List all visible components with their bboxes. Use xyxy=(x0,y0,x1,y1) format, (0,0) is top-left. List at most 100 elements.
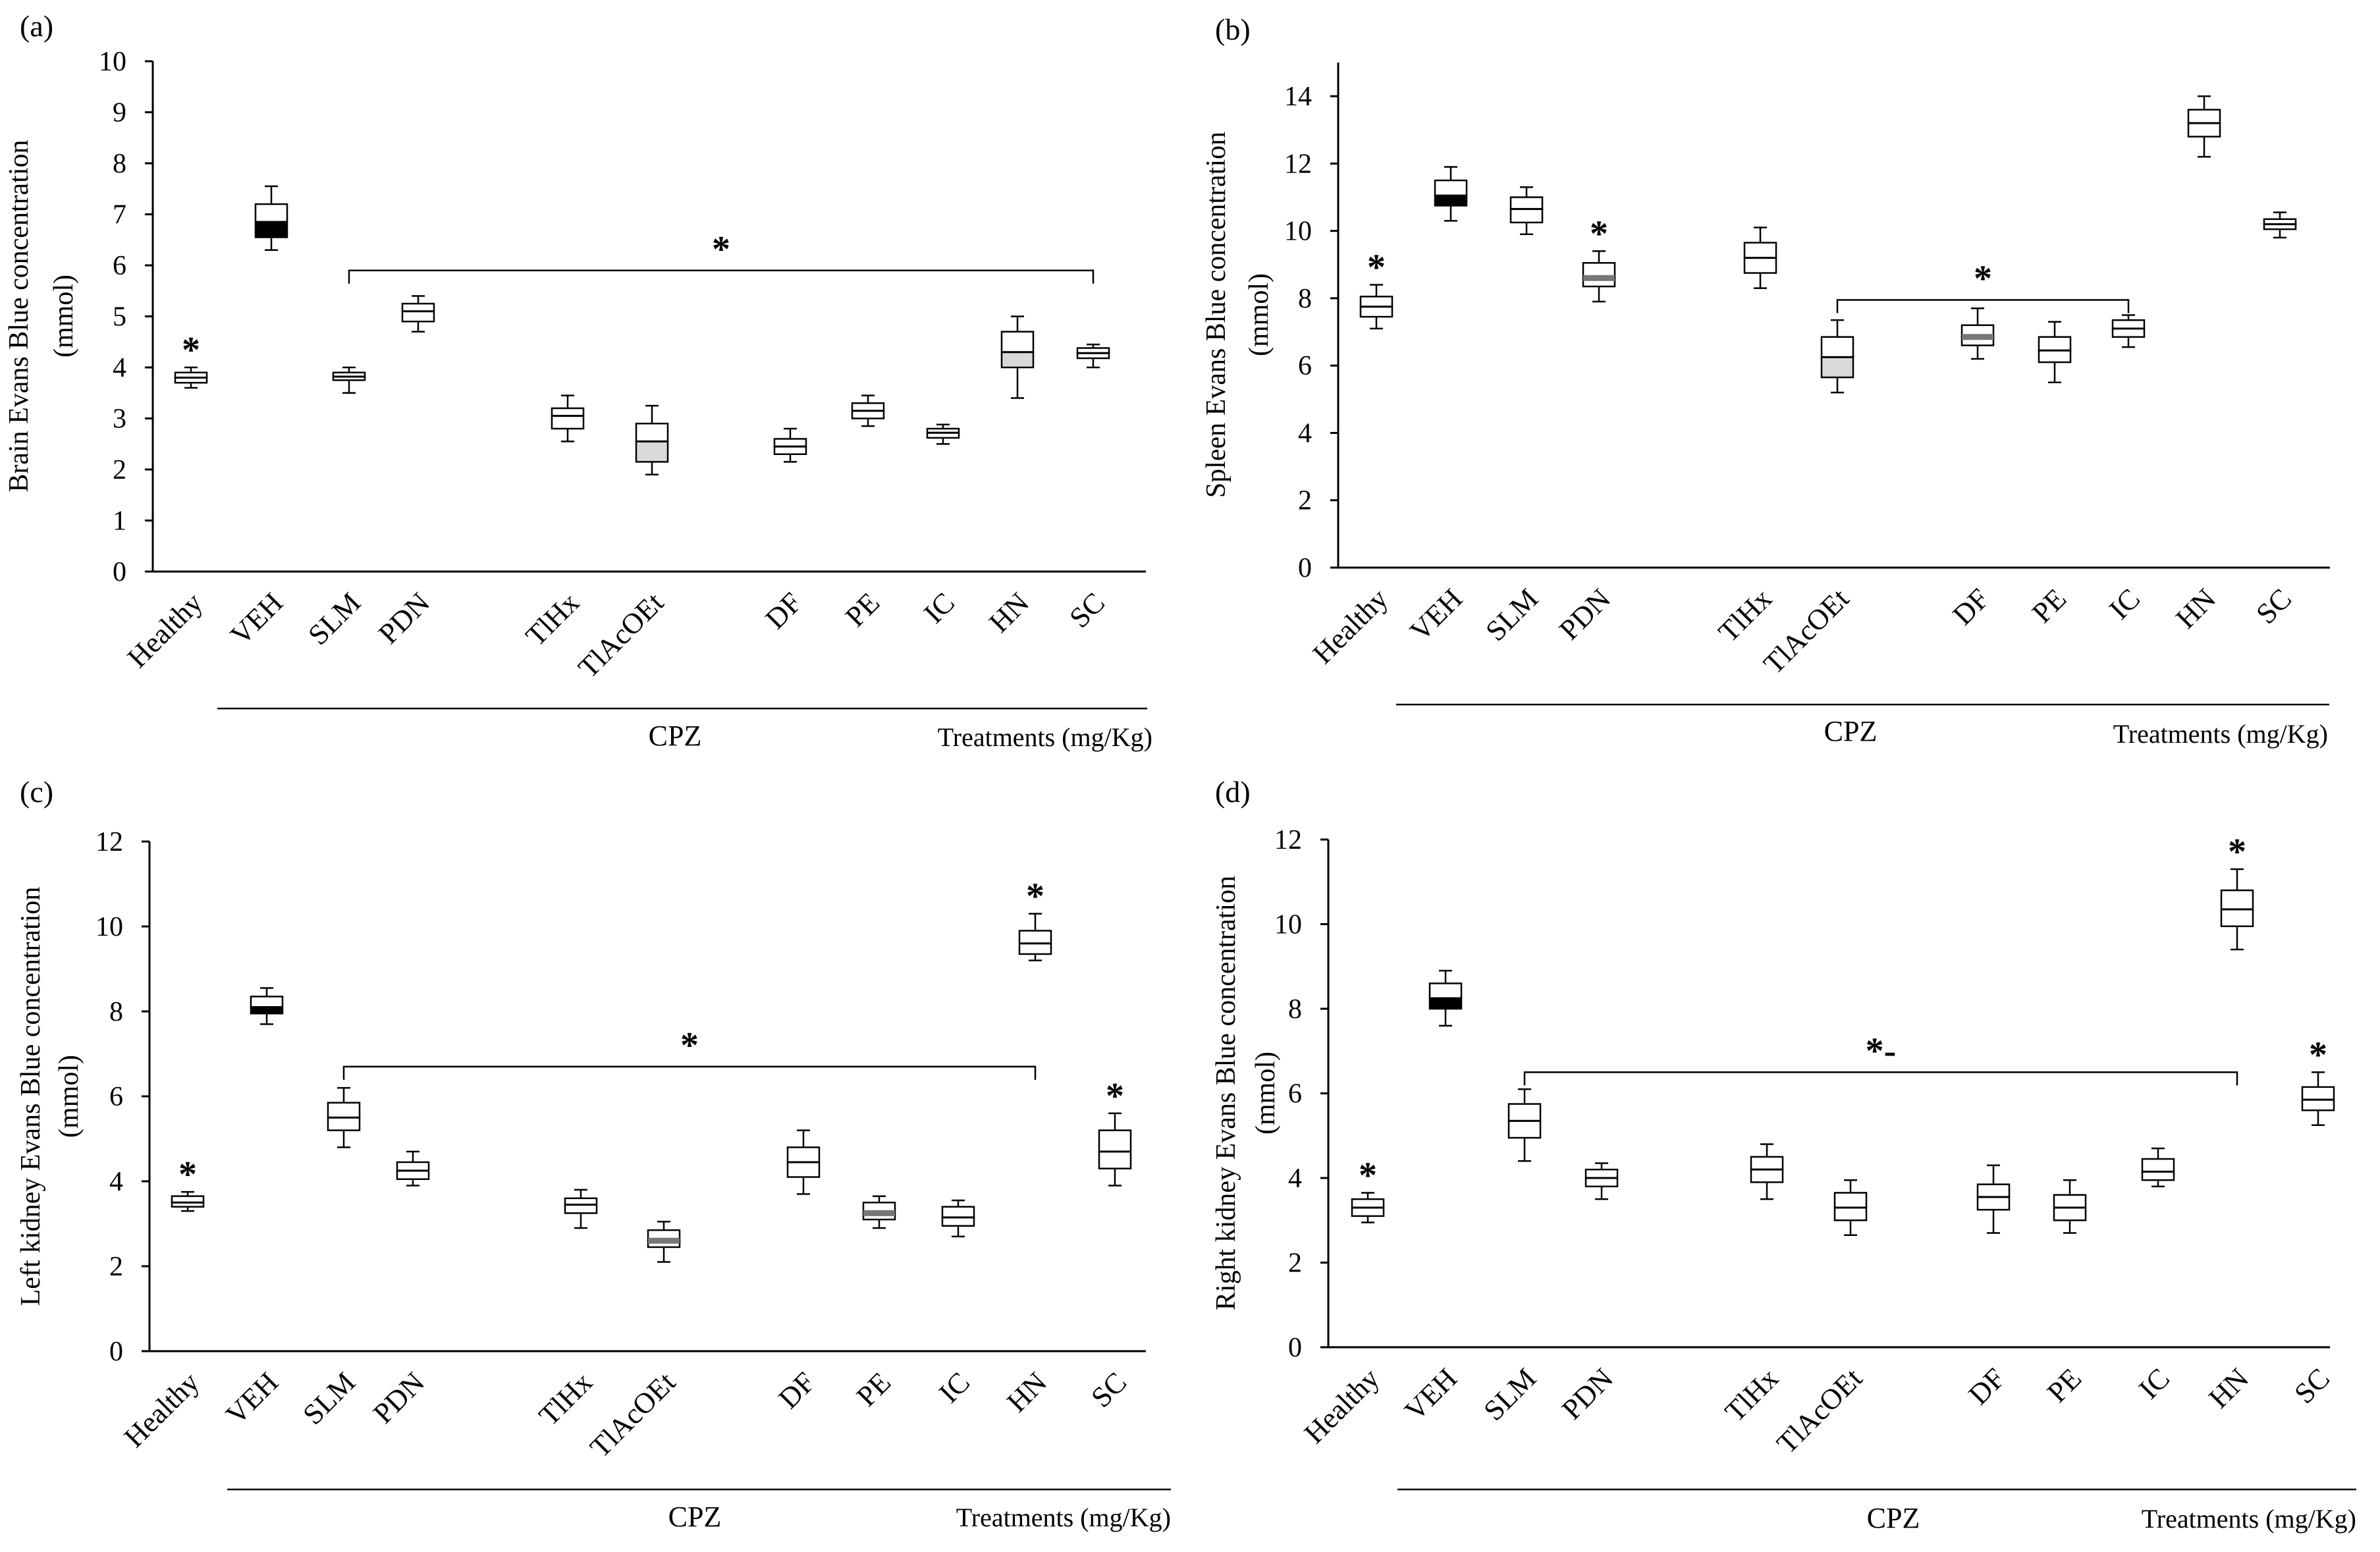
y-axis-label: Spleen Evans Blue concentration xyxy=(1201,132,1231,498)
box-slm xyxy=(1507,1088,1542,1162)
y-tick-label: 1 xyxy=(113,506,126,537)
box-lower xyxy=(1428,997,1463,1010)
box-lower xyxy=(1000,351,1035,369)
y-tick-label: 0 xyxy=(1298,553,1312,583)
box-slm xyxy=(332,366,366,394)
y-tick-label: 0 xyxy=(113,557,126,587)
box-upper xyxy=(1750,1156,1784,1171)
x-tick-label: IC xyxy=(917,586,961,629)
y-tick-label: 6 xyxy=(1298,351,1312,381)
box-upper xyxy=(1820,336,1854,358)
y-tick-label: 4 xyxy=(1288,1164,1302,1194)
box-upper xyxy=(2187,109,2221,124)
box-upper xyxy=(2053,1194,2087,1209)
box-healthy xyxy=(174,366,208,389)
box-sc xyxy=(2263,211,2297,239)
x-tick-label: HN xyxy=(2169,582,2222,635)
box-upper xyxy=(1509,196,1544,210)
x-tick-label: IC xyxy=(2103,582,2146,626)
box-tlhx xyxy=(1743,227,1777,289)
x-tick-label: SLM xyxy=(1477,1362,1542,1427)
group-label: CPZ xyxy=(649,720,702,752)
box-sc xyxy=(1076,343,1110,369)
x-tick-label: SLM xyxy=(1479,582,1544,647)
box-upper xyxy=(851,402,885,412)
group-label: CPZ xyxy=(1824,715,1878,747)
y-tick-label: 4 xyxy=(1298,418,1312,448)
x-tick-label: SLM xyxy=(302,586,367,651)
box-lower xyxy=(1434,194,1468,207)
box-lower xyxy=(1098,1150,1132,1169)
box-upper xyxy=(635,423,669,442)
box-pe xyxy=(2053,1179,2087,1234)
x-tick-label: PDN xyxy=(372,586,436,650)
y-axis-unit: (mmol) xyxy=(1244,273,1274,356)
box-veh xyxy=(1428,969,1463,1027)
box-pdn xyxy=(401,295,435,333)
x-tick-label: HN xyxy=(2202,1362,2255,1414)
box-pe xyxy=(862,1195,896,1229)
x-tick-label: DF xyxy=(772,1366,821,1414)
box-lower xyxy=(401,310,435,323)
y-axis-unit: (mmol) xyxy=(49,275,79,358)
box-pe xyxy=(851,394,885,427)
box-ic xyxy=(2111,314,2146,348)
box-upper xyxy=(1743,242,1777,259)
box-hn xyxy=(1000,315,1035,399)
box-upper xyxy=(1351,1198,1385,1209)
panel-label: (b) xyxy=(1215,13,1251,46)
box-veh xyxy=(250,987,284,1025)
box-lower xyxy=(2187,122,2221,138)
box-upper xyxy=(1098,1129,1132,1153)
y-tick-label: 10 xyxy=(1284,217,1312,247)
box-lower xyxy=(941,1216,975,1227)
box-lower xyxy=(2038,349,2072,363)
box-tlacoet xyxy=(1833,1179,1868,1236)
significance-star: * xyxy=(1367,247,1386,288)
box-tlhx xyxy=(1750,1143,1784,1200)
panel-a: (a) 0 1 2 3 4 5 6 7 8 9 10 Brain Evans Blue concentr… xyxy=(4,9,1152,752)
y-tick-label: 8 xyxy=(1288,994,1302,1025)
box-lower xyxy=(1359,306,1393,318)
y-axis-label: Left kidney Evans Blue concentration xyxy=(16,887,46,1306)
panel-label: (c) xyxy=(20,775,53,809)
x-tick-label: TlHx xyxy=(1712,582,1778,648)
box-pdn xyxy=(396,1150,430,1187)
box-upper xyxy=(941,1206,975,1219)
box-upper xyxy=(401,302,435,312)
box-lower xyxy=(551,415,585,430)
x-tick-label: HN xyxy=(983,586,1035,639)
y-tick-label: 4 xyxy=(113,353,126,383)
treatments-label: Treatments (mg/Kg) xyxy=(2142,1504,2356,1534)
box-tlhx xyxy=(564,1189,598,1229)
box-slm xyxy=(1509,186,1544,236)
y-tick-label: 0 xyxy=(1288,1333,1302,1363)
y-tick-label: 8 xyxy=(1298,284,1312,314)
x-tick-label: IC xyxy=(933,1366,976,1409)
x-tick-label: PE xyxy=(2041,1362,2088,1408)
y-tick-label: 7 xyxy=(113,200,126,230)
box-df xyxy=(1961,308,1995,360)
box-upper xyxy=(551,407,585,417)
box-upper xyxy=(1976,1183,2011,1198)
x-tick-label: Healthy xyxy=(118,1366,205,1453)
y-tick-label: 2 xyxy=(1298,486,1312,516)
y-tick-label: 12 xyxy=(95,827,123,857)
box-upper xyxy=(250,996,284,1008)
box-hn xyxy=(2187,95,2221,158)
box-upper xyxy=(1584,1168,1619,1179)
x-tick-label: VEH xyxy=(219,1366,284,1431)
x-tick-label: DF xyxy=(1962,1362,2011,1410)
y-tick-label: 3 xyxy=(113,404,126,435)
y-tick-label: 10 xyxy=(95,912,123,942)
y-axis-label: Brain Evans Blue concentration xyxy=(4,140,34,492)
x-tick-label: TlHx xyxy=(1719,1362,1785,1428)
x-tick-label: DF xyxy=(759,586,808,635)
box-ic xyxy=(941,1199,975,1238)
box-upper xyxy=(1507,1103,1542,1122)
x-tick-label: SC xyxy=(1063,586,1111,634)
y-axis-unit: (mmol) xyxy=(1251,1052,1281,1135)
y-tick-label: 4 xyxy=(109,1167,123,1197)
x-tick-label: SLM xyxy=(296,1366,362,1431)
